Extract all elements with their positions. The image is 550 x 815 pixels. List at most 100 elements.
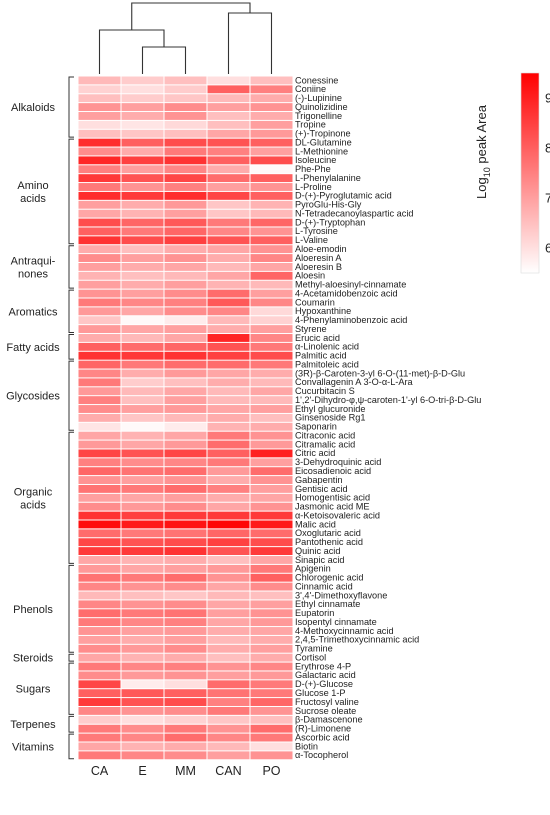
heatmap-cell <box>164 245 207 254</box>
heatmap-cell <box>207 564 250 573</box>
heatmap-cell <box>207 129 250 138</box>
heatmap-cell <box>250 431 293 440</box>
heatmap-cell <box>78 635 121 644</box>
heatmap-cell <box>164 236 207 245</box>
heatmap-cell <box>121 618 164 627</box>
row-label: L-Tyrosine <box>295 226 338 236</box>
dendrogram-branch <box>98 29 165 74</box>
row-label: Conessine <box>295 75 338 85</box>
heatmap-cell <box>121 165 164 174</box>
heatmap-cell <box>121 209 164 218</box>
heatmap-cell <box>250 271 293 280</box>
heatmap-cell <box>164 440 207 449</box>
heatmap-cell <box>78 298 121 307</box>
heatmap-cell <box>250 422 293 431</box>
heatmap-cell <box>164 742 207 751</box>
column-dendrogram <box>98 2 273 74</box>
heatmap-cell <box>207 582 250 591</box>
heatmap-cell <box>207 449 250 458</box>
heatmap-cell <box>78 360 121 369</box>
row-label: Isopentyl cinnamate <box>295 617 377 627</box>
heatmap-cell <box>121 422 164 431</box>
heatmap-cell <box>164 405 207 413</box>
row-label: Apigenin <box>295 564 331 574</box>
heatmap-cell <box>250 209 293 218</box>
heatmap-cell <box>250 591 293 600</box>
heatmap-cell <box>78 396 121 405</box>
heatmap-cell <box>78 680 121 689</box>
heatmap-cell <box>164 316 207 325</box>
heatmap-cell <box>78 689 121 698</box>
heatmap-cell <box>250 627 293 635</box>
heatmap-cell <box>121 698 164 706</box>
heatmap-cell <box>164 342 207 351</box>
heatmap-cell <box>164 547 207 556</box>
heatmap-cell <box>164 165 207 174</box>
heatmap-cell <box>250 165 293 174</box>
heatmap-cell <box>121 689 164 698</box>
heatmap-cell <box>250 689 293 698</box>
heatmap-cell <box>121 511 164 520</box>
heatmap-cell <box>207 94 250 103</box>
heatmap-cell <box>164 289 207 298</box>
heatmap-cell <box>207 360 250 369</box>
heatmap-cell <box>121 254 164 262</box>
heatmap-cell <box>164 351 207 360</box>
heatmap-cell <box>121 325 164 334</box>
row-label: D-(+)-Tryptophan <box>295 217 365 227</box>
heatmap-cell <box>121 147 164 156</box>
heatmap-cell <box>78 245 121 254</box>
heatmap-cell <box>121 431 164 440</box>
heatmap-cell <box>78 191 121 200</box>
heatmap-cell <box>207 609 250 618</box>
column-label: CAN <box>215 764 241 778</box>
row-label: Tropine <box>295 120 326 130</box>
column-label: MM <box>175 764 196 778</box>
heatmap-cell <box>78 325 121 334</box>
heatmap-cell <box>250 387 293 396</box>
heatmap-cell <box>207 600 250 609</box>
heatmap-cell <box>207 671 250 680</box>
heatmap-cell <box>164 644 207 653</box>
heatmap-cell <box>121 280 164 289</box>
heatmap-cell <box>121 671 164 680</box>
group-bracket <box>68 662 74 715</box>
heatmap-cell <box>78 706 121 715</box>
row-label: Styrene <box>295 324 327 334</box>
heatmap-cell <box>164 378 207 387</box>
dendrogram-branch <box>141 46 187 74</box>
heatmap-cell <box>121 316 164 325</box>
heatmap-cell <box>207 289 250 298</box>
heatmap-cell <box>250 706 293 715</box>
heatmap-cell <box>207 138 250 147</box>
heatmap-cell <box>164 618 207 627</box>
colorbar: Log10 peak Area 6 7 8 9 <box>474 72 550 274</box>
dendrogram-branch <box>227 12 273 74</box>
heatmap-cell <box>207 147 250 156</box>
heatmap-cell <box>78 662 121 671</box>
heatmap-cell <box>164 733 207 742</box>
group-bracket <box>68 245 74 289</box>
heatmap-cell <box>121 706 164 715</box>
heatmap-cell <box>78 493 121 502</box>
heatmap-cell <box>78 378 121 387</box>
heatmap-cell <box>250 307 293 316</box>
group-label: Steroids <box>13 653 54 665</box>
heatmap-cell <box>164 449 207 458</box>
heatmap-cell <box>207 573 250 582</box>
heatmap-cell <box>164 600 207 609</box>
heatmap-cell <box>250 449 293 458</box>
heatmap-cell <box>164 422 207 431</box>
heatmap-cell <box>121 369 164 378</box>
heatmap-cell <box>164 280 207 289</box>
heatmap-cell <box>121 103 164 112</box>
heatmap-cell <box>164 325 207 334</box>
heatmap-cell <box>121 502 164 511</box>
row-label: 3-Dehydroquinic acid <box>295 457 381 467</box>
heatmap-cell <box>164 529 207 538</box>
heatmap-cell <box>250 183 293 191</box>
heatmap-cell <box>121 245 164 254</box>
row-label: Jasmonic acid ME <box>295 502 370 512</box>
row-label: (3R)-β-Caroten-3-yl 6-O-(11-met)-β-D-Glu <box>295 368 465 378</box>
row-label: Cortisol <box>295 652 326 662</box>
